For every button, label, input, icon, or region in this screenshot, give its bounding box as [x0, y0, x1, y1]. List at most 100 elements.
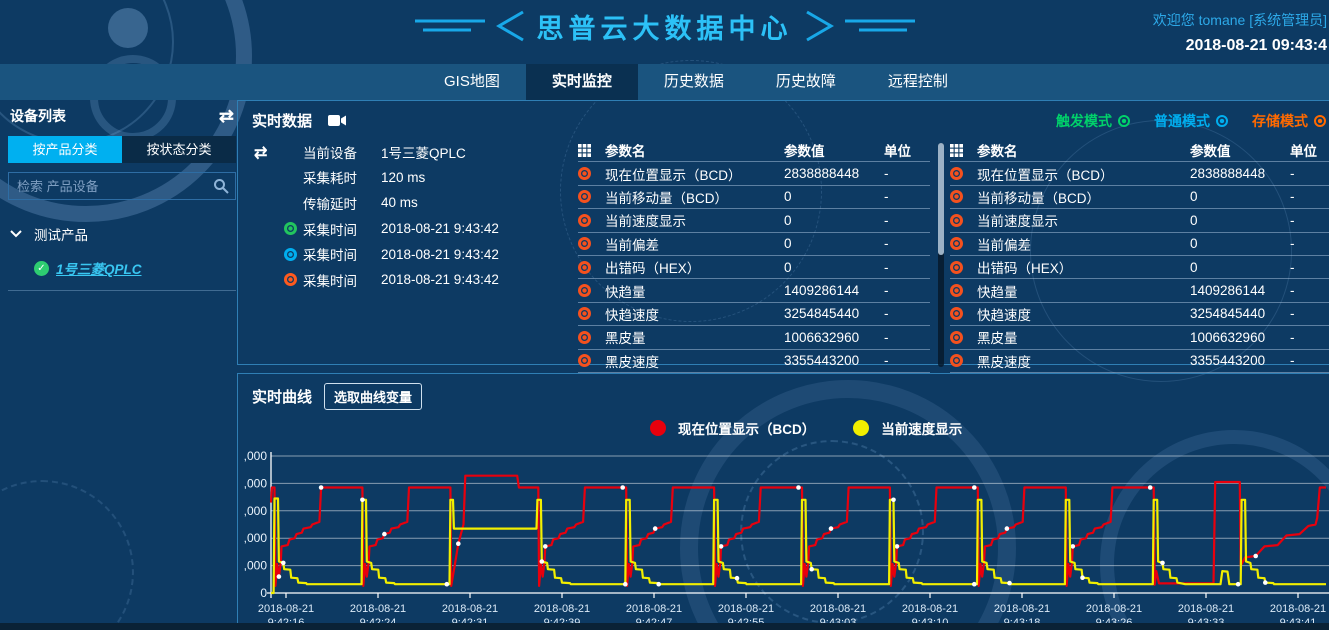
info-label: 采集耗时: [303, 171, 357, 187]
svg-text:0: 0: [260, 586, 267, 600]
param-table-1: 参数名 参数值 单位 现在位置显示（BCD） 2838888448- 当前移动量（BCD）…: [578, 139, 930, 373]
table-row[interactable]: 黑皮量 1006632960 -: [578, 326, 930, 350]
table-row[interactable]: 当前移动量（BCD） 0 -: [578, 186, 930, 210]
param-ring-icon: [950, 213, 977, 227]
table-row[interactable]: 出错码（HEX） 0 -: [578, 256, 930, 280]
info-label: 传输延时: [303, 196, 357, 212]
status-ring-icon: [284, 273, 297, 287]
table-row[interactable]: 黑皮速度 3355443200 -: [950, 350, 1329, 373]
device-online-icon: ✓: [34, 260, 49, 276]
collect-time-icon: [284, 273, 303, 287]
device-tree: 测试产品 ✓ 1号三菱QPLC: [8, 220, 236, 291]
main-nav: GIS地图 实时监控 历史数据 历史故障 远程控制: [0, 64, 1329, 100]
table-row[interactable]: 快趋速度 3254845440 -: [578, 303, 930, 327]
info-row: 采集时间 2018-08-21 9:43:42: [284, 216, 568, 242]
table-row[interactable]: 出错码（HEX） 0 -: [950, 256, 1329, 280]
svg-text:2018-08-21: 2018-08-21: [718, 603, 774, 615]
info-value: 2018-08-21 9:43:42: [381, 246, 499, 262]
svg-text:2018-08-21: 2018-08-21: [1270, 603, 1326, 615]
column-header: 参数值: [784, 144, 825, 160]
title-wrap: 思普云大数据中心: [414, 6, 915, 46]
param-name: 快趋速度: [605, 307, 659, 323]
svg-text:2018-08-21: 2018-08-21: [350, 603, 406, 615]
select-curve-vars-button[interactable]: 选取曲线变量: [324, 383, 423, 410]
scrollbar-thumb[interactable]: [938, 143, 944, 255]
tree-group-row[interactable]: 测试产品: [8, 220, 236, 248]
nav-tab-4[interactable]: 历史故障: [775, 73, 836, 90]
app-header: 思普云大数据中心 欢迎您 tomane [系统管理员] 2018-08-21 0…: [0, 0, 1329, 64]
table-row[interactable]: 当前速度显示 0 -: [950, 209, 1329, 233]
param-ring-icon: [950, 330, 977, 344]
param-ring-icon: [950, 354, 977, 368]
collect-time-icon: [284, 222, 303, 236]
status-ring-icon: [284, 222, 297, 236]
table-row[interactable]: 黑皮速度 3355443200 -: [578, 350, 930, 373]
param-value: 2838888448: [784, 166, 860, 182]
table-row[interactable]: 当前偏差 0 -: [950, 233, 1329, 256]
ring-icon: [578, 260, 591, 274]
nav-tab-2[interactable]: 实时监控: [525, 64, 638, 100]
column-header: 参数值: [1190, 144, 1231, 160]
legend-item-speed[interactable]: 当前速度显示: [853, 418, 962, 438]
table-row[interactable]: 当前偏差 0 -: [578, 233, 930, 256]
param-value: 0: [784, 212, 792, 228]
mode-toggle-1[interactable]: 触发模式: [1056, 111, 1130, 131]
curve-title: 实时曲线: [252, 389, 313, 406]
param-unit: -: [884, 212, 889, 228]
ring-icon: [950, 167, 963, 181]
svg-text:,000: ,000: [244, 531, 268, 545]
param-unit: -: [1290, 189, 1295, 205]
swap-icon[interactable]: ⇄: [218, 106, 234, 126]
nav-tabs: GIS地图 实时监控 历史数据 历史故障 远程控制: [418, 64, 1329, 100]
param-ring-icon: [950, 307, 977, 321]
grid-icon: [578, 143, 605, 157]
title-decoration-right-icon: [805, 10, 915, 42]
table-header-row: 参数名 参数值 单位: [950, 139, 1329, 163]
nav-tab-3[interactable]: 历史数据: [663, 73, 724, 90]
mode-label: 普通模式: [1154, 113, 1210, 129]
param-name: 当前移动量（BCD）: [977, 190, 1101, 206]
svg-text:2018-08-21: 2018-08-21: [1178, 603, 1234, 615]
ring-icon: [950, 190, 963, 204]
info-value: 120 ms: [381, 169, 426, 185]
mode-toggle-3[interactable]: 存储模式: [1252, 111, 1326, 131]
bottom-bar: [0, 623, 1329, 630]
param-unit: -: [884, 306, 889, 322]
svg-text:,000: ,000: [244, 559, 268, 573]
param-unit: -: [884, 259, 889, 275]
param-unit: -: [884, 236, 889, 252]
param-unit: -: [1290, 306, 1295, 322]
device-link[interactable]: 1号三菱QPLC: [56, 262, 142, 277]
camera-icon[interactable]: [328, 114, 347, 127]
ring-icon: [950, 213, 963, 227]
param-ring-icon: [950, 237, 977, 251]
table-row[interactable]: 快趋量 1409286144 -: [578, 279, 930, 303]
table-row[interactable]: 黑皮量 1006632960 -: [950, 326, 1329, 350]
device-search-input[interactable]: [9, 173, 235, 199]
legend-item-position[interactable]: 现在位置显示（BCD）: [650, 418, 815, 438]
sidebar-tab-1[interactable]: 按产品分类: [8, 136, 122, 163]
table-row[interactable]: 快趋速度 3254845440 -: [950, 303, 1329, 327]
ring-icon: [578, 237, 591, 251]
table-row[interactable]: 快趋量 1409286144 -: [950, 279, 1329, 303]
table-row[interactable]: 当前移动量（BCD） 0 -: [950, 186, 1329, 210]
bg-decoration: [0, 480, 134, 630]
svg-text:2018-08-21: 2018-08-21: [258, 603, 314, 615]
nav-tab-1[interactable]: GIS地图: [444, 73, 500, 90]
table-row[interactable]: 现在位置显示（BCD） 2838888448 -: [578, 162, 930, 186]
sidebar-tab-2[interactable]: 按状态分类: [122, 136, 236, 163]
param-name: 黑皮量: [977, 331, 1018, 347]
param-name: 黑皮速度: [977, 354, 1031, 370]
info-label: 采集时间: [303, 248, 357, 264]
param-value: 3355443200: [1190, 353, 1266, 369]
param-unit: -: [884, 353, 889, 369]
mode-toggle-2[interactable]: 普通模式: [1154, 111, 1228, 131]
swap-device-icon[interactable]: ⇄: [254, 145, 268, 162]
table-row[interactable]: 当前速度显示 0 -: [578, 209, 930, 233]
search-icon[interactable]: [213, 178, 229, 199]
table-row[interactable]: 现在位置显示（BCD） 2838888448 -: [950, 162, 1329, 186]
param-value: 2838888448: [1190, 166, 1266, 182]
svg-text:,000: ,000: [244, 449, 268, 463]
nav-tab-5[interactable]: 远程控制: [887, 73, 948, 90]
